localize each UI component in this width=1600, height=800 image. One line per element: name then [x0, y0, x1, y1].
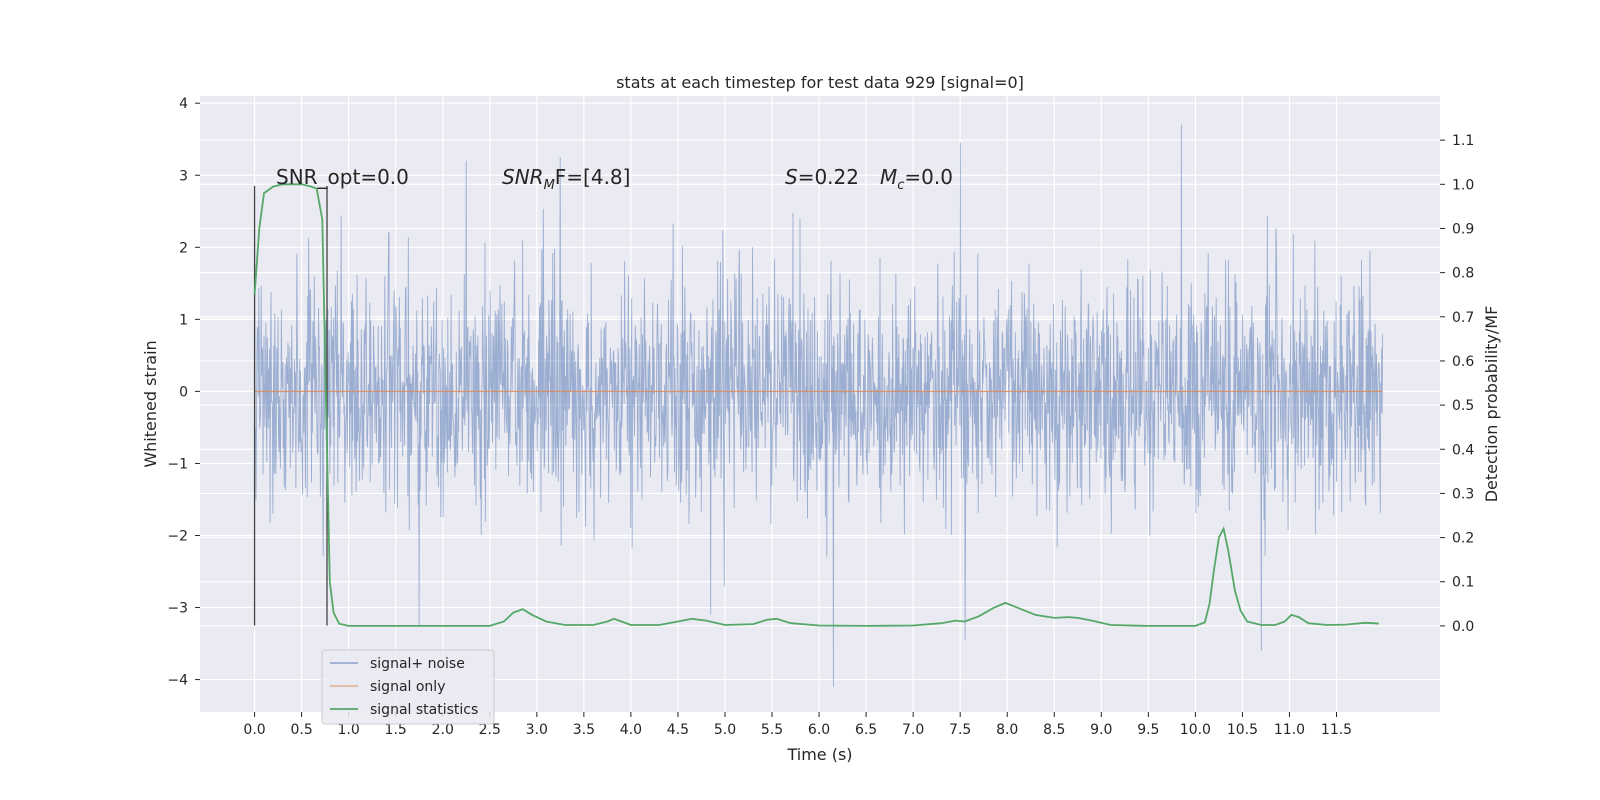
y2-tick-label: 0.1: [1452, 575, 1474, 591]
x-tick-label: 8.5: [1043, 722, 1065, 738]
x-tick-label: 6.5: [855, 722, 877, 738]
chart-title: stats at each timestep for test data 929…: [616, 73, 1024, 92]
y-tick-label: 2: [179, 240, 188, 256]
y-tick-label: 1: [179, 312, 188, 328]
x-tick-label: 0.0: [243, 722, 265, 738]
y2-axis-label: Detection probability/MF: [1482, 306, 1501, 503]
x-tick-label: 1.0: [338, 722, 360, 738]
annotation-mc: Mc=0.0: [880, 165, 953, 193]
signal-noise-line: [254, 124, 1384, 687]
annotation-snr-mf: SNRMF=[4.8]: [502, 165, 630, 193]
x-tick-label: 6.0: [808, 722, 830, 738]
x-tick-label: 4.5: [667, 722, 689, 738]
legend-label-signal-noise: signal+ noise: [370, 656, 465, 672]
y2-tick-label: 1.1: [1452, 133, 1474, 149]
signal-noise-series: [254, 124, 1384, 687]
y-tick-label: −1: [167, 456, 188, 472]
x-tick-label: 11.5: [1321, 722, 1352, 738]
y-axis-label: Whitened strain: [141, 340, 160, 467]
y-tick-label: −4: [167, 673, 188, 689]
x-tick-label: 5.5: [761, 722, 783, 738]
y2-tick-label: 0.3: [1452, 486, 1474, 502]
y-tick-label: 4: [179, 96, 188, 112]
x-tick-label: 10.5: [1227, 722, 1258, 738]
signal-statistics-line: [253, 183, 1379, 627]
x-tick-label: 7.0: [902, 722, 924, 738]
legend-box: [321, 649, 495, 725]
x-tick-label: 3.0: [526, 722, 548, 738]
annotation-s: S=0.22: [785, 165, 859, 189]
legend: signal+ noise signal only signal statist…: [321, 649, 495, 725]
x-tick-label: 9.5: [1137, 722, 1159, 738]
y2-tick-label: 0.4: [1452, 442, 1474, 458]
legend-label-signal-statistics: signal statistics: [370, 702, 478, 718]
x-tick-label: 5.0: [714, 722, 736, 738]
y2-tick-label: 0.7: [1452, 310, 1474, 326]
y2-tick-label: 1.0: [1452, 177, 1474, 193]
x-axis-label: Time (s): [786, 745, 852, 764]
x-tick-label: 2.0: [432, 722, 454, 738]
x-tick-label: 0.5: [290, 722, 312, 738]
tick-labels: 0.0 0.5 1.0 1.5 2.0 2.5 3.0 3.5 4.0 4.5 5.0 5.5 6.0 6…: [167, 96, 1474, 738]
x-tick-label: 10.0: [1180, 722, 1211, 738]
signal-statistics-series: [253, 183, 1379, 627]
y2-tick-label: 0.9: [1452, 221, 1474, 237]
annotation-snr-opt: SNR_opt=0.0: [276, 165, 409, 189]
y2-tick-label: 0.5: [1452, 398, 1474, 414]
y-tick-label: −2: [167, 528, 188, 544]
y-tick-label: −3: [167, 601, 188, 617]
x-tick-label: 7.5: [949, 722, 971, 738]
y2-tick-label: 0.2: [1452, 531, 1474, 547]
y2-tick-label: 0.0: [1452, 619, 1474, 635]
x-tick-label: 9.0: [1090, 722, 1112, 738]
y-tick-label: 3: [179, 168, 188, 184]
y2-tick-label: 0.6: [1452, 354, 1474, 370]
x-tick-label: 11.0: [1274, 722, 1305, 738]
y2-tick-label: 0.8: [1452, 266, 1474, 282]
y-tick-label: 0: [179, 384, 188, 400]
x-tick-label: 4.0: [620, 722, 642, 738]
x-tick-label: 1.5: [385, 722, 407, 738]
x-tick-label: 3.5: [573, 722, 595, 738]
x-tick-label: 8.0: [996, 722, 1018, 738]
legend-label-signal-only: signal only: [370, 679, 445, 695]
x-tick-label: 2.5: [479, 722, 501, 738]
